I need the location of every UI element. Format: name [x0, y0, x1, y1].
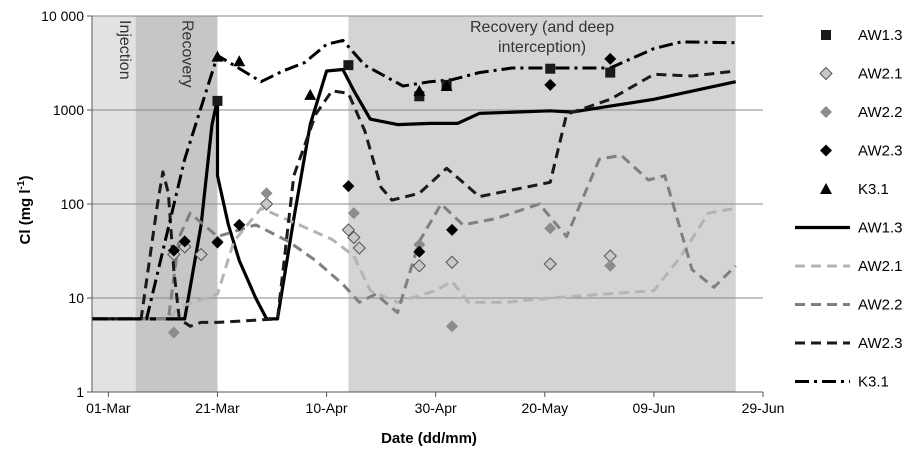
x-tick-label-1: 21-Mar [195, 400, 240, 416]
point-aw1-3-2 [414, 91, 425, 102]
y-tick-label-3: 1000 [53, 102, 84, 118]
y-axis-title-main: Cl (mg l [17, 189, 34, 244]
point-aw2-3-8 [604, 52, 617, 65]
y-axis-title-close: ) [17, 176, 34, 181]
point-aw2-2-6 [446, 320, 459, 333]
legend-label-line-aw2-1: AW2.1 [858, 258, 902, 275]
legend-label-line-aw2-3: AW2.3 [858, 335, 902, 352]
legend-label-line-aw2-2: AW2.2 [858, 297, 902, 314]
line-series-aw1-3 [92, 67, 737, 321]
y-tick-label-1: 10 [68, 290, 84, 306]
point-aw2-3-1 [178, 235, 191, 248]
point-aw2-1-9 [543, 257, 557, 271]
y-tick-label-2: 100 [61, 196, 85, 212]
point-k3-1-2 [304, 88, 317, 100]
band-labels: Injection Recovery Recovery (and deep inter… [116, 19, 614, 88]
point-aw2-3-7 [544, 78, 557, 91]
point-aw2-2-3 [260, 187, 273, 200]
legend-label-line-aw1-3: AW1.3 [858, 220, 902, 237]
point-aw2-1-7 [412, 259, 427, 273]
axes: 1 10 100 1000 10 000 01-Mar 21-Mar 10-Apr 30-Apr… [41, 8, 784, 416]
legend-label-line-k3-1: K3.1 [858, 374, 889, 391]
line-series-aw2-3 [92, 69, 736, 328]
legend-marker-aw2-1 [819, 66, 833, 81]
point-aw2-3-6 [446, 223, 459, 236]
legend-label-point-aw2-1: AW2.1 [858, 66, 902, 83]
point-aw2-2-8 [604, 259, 617, 272]
x-tick-label-0: 01-Mar [86, 400, 131, 416]
y-tick-label-0: 1 [76, 384, 84, 400]
point-aw2-3-3 [233, 218, 246, 231]
point-k3-1-4 [440, 80, 453, 92]
point-aw2-2-0 [167, 326, 180, 339]
y-axis-title: Cl (mg l-1) [16, 176, 34, 245]
point-aw2-3-0 [167, 244, 180, 257]
point-k3-1-0 [211, 50, 224, 62]
legend-marker-aw2-2 [820, 106, 832, 118]
point-aw2-1-4 [341, 223, 356, 237]
x-tick-label-3: 30-Apr [415, 400, 457, 416]
point-series [167, 50, 617, 339]
point-aw2-2-5 [413, 238, 426, 251]
legend-label-point-aw2-3: AW2.3 [858, 143, 902, 160]
legend-label-point-aw2-2: AW2.2 [858, 104, 902, 121]
y-tick-label-4: 10 000 [41, 8, 84, 24]
point-aw2-1-2 [194, 247, 208, 262]
y-axis-title-superscript: -1 [16, 180, 27, 189]
legend: AW1.3 AW2.1 AW2.2 AW2.3 K3.1 AW1.3 AW2.1 AW2.2 A… [795, 27, 902, 391]
legend-marker-aw2-3 [820, 144, 832, 157]
legend-label-point-k3-1: K3.1 [858, 181, 889, 198]
point-aw2-3-4 [342, 180, 355, 193]
point-aw2-3-5 [413, 245, 426, 258]
legend-label-point-aw1-3: AW1.3 [858, 27, 902, 44]
x-tick-label-6: 29-Jun [742, 400, 785, 416]
point-k3-1-1 [233, 55, 246, 67]
x-tick-label-5: 09-Jun [632, 400, 675, 416]
band-label-0: Injection [116, 20, 133, 80]
line-series-aw2-1 [92, 206, 736, 321]
band-label-2-line-1: interception) [498, 39, 586, 56]
point-aw2-2-7 [544, 222, 557, 235]
point-aw1-3-0 [212, 95, 223, 106]
legend-marker-aw1-3 [821, 30, 831, 40]
x-tick-label-4: 20-May [521, 400, 568, 416]
point-aw2-3-2 [211, 236, 224, 249]
point-aw1-3-4 [545, 63, 556, 74]
legend-marker-k3-1 [820, 183, 832, 194]
point-k3-1-3 [413, 84, 426, 96]
x-tick-label-2: 10-Apr [306, 400, 348, 416]
x-axis-title: Date (dd/mm) [381, 430, 477, 447]
line-series-k3-1 [92, 38, 736, 321]
point-aw1-3-1 [343, 60, 354, 71]
band-label-1: Recovery [179, 20, 196, 88]
point-aw2-2-4 [347, 207, 360, 220]
point-aw2-1-8 [445, 255, 459, 269]
band-label-2-line-0: Recovery (and deep [470, 19, 614, 36]
point-aw2-1-5 [347, 230, 361, 245]
point-aw1-3-5 [605, 67, 616, 78]
point-aw2-1-6 [352, 241, 367, 255]
point-aw2-1-3 [259, 197, 274, 211]
